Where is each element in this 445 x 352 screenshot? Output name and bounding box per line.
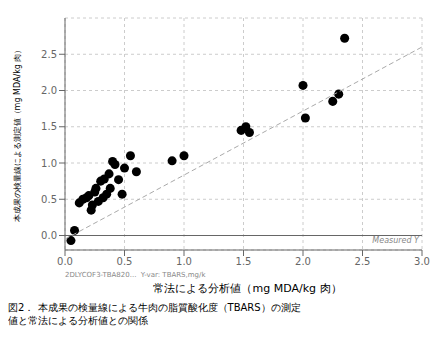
svg-text:3.0: 3.0 bbox=[414, 256, 430, 267]
svg-text:0.0: 0.0 bbox=[57, 256, 73, 267]
svg-text:2.5: 2.5 bbox=[41, 49, 57, 60]
html-text:2DLYCOF3-TBA820... Y-var: TBAR: 2DLYCOF3-TBA820... Y-var: TBARS,mg/k bbox=[65, 271, 206, 279]
html-text:常法による分析値（mg MDA/kg 肉）: 常法による分析値（mg MDA/kg 肉） bbox=[153, 282, 342, 295]
svg-text:0.5: 0.5 bbox=[117, 256, 133, 267]
svg-text:1.5: 1.5 bbox=[41, 121, 57, 132]
svg-text:1.0: 1.0 bbox=[176, 256, 192, 267]
svg-text:0.0: 0.0 bbox=[41, 230, 57, 241]
html-text:値と常法による分析値との関係: 値と常法による分析値との関係 bbox=[8, 315, 148, 326]
html-text:図2． 本成果の検量線による牛肉の脂質酸化度（TBARS）の: 図2． 本成果の検量線による牛肉の脂質酸化度（TBARS）の測定 bbox=[8, 302, 301, 313]
svg-text:2.0: 2.0 bbox=[41, 85, 57, 96]
svg-text:本成果の検量線による測定値（mg MDA/kg 肉）: 本成果の検量線による測定値（mg MDA/kg 肉） bbox=[13, 46, 22, 223]
svg-text:0.5: 0.5 bbox=[41, 194, 57, 205]
svg-text:2.0: 2.0 bbox=[295, 256, 311, 267]
html-text:Measured Y: Measured Y bbox=[372, 236, 419, 245]
svg-text:1.5: 1.5 bbox=[236, 256, 252, 267]
svg-text:1.0: 1.0 bbox=[41, 158, 57, 169]
svg-text:2.5: 2.5 bbox=[355, 256, 371, 267]
